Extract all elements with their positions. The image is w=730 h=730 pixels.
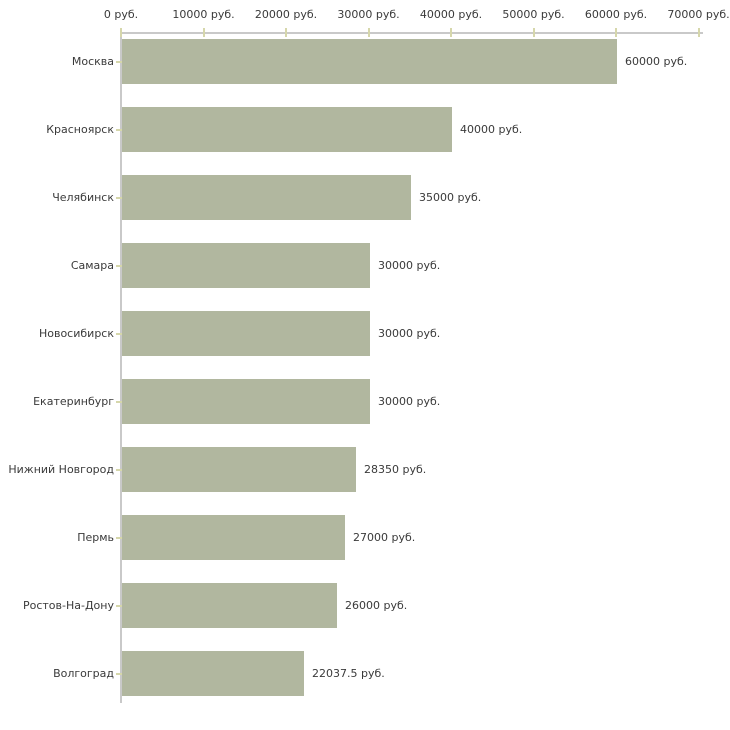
category-tick-mark	[116, 128, 122, 131]
value-label: 60000 руб.	[625, 54, 688, 68]
x-axis-tick-label: 0 руб.	[103, 8, 139, 21]
x-axis-tick-mark	[450, 28, 452, 37]
category-label: Ростов-На-Дону	[22, 598, 114, 612]
value-label: 30000 руб.	[378, 394, 441, 408]
bar	[122, 175, 411, 220]
x-axis-tick-label: 50000 руб.	[502, 8, 565, 21]
bar	[122, 107, 452, 152]
x-axis-tick-mark	[120, 28, 122, 37]
category-tick-mark	[116, 332, 122, 335]
x-axis-tick-label: 60000 руб.	[584, 8, 648, 21]
category-tick-mark	[116, 604, 122, 607]
category-label: Москва	[71, 54, 114, 68]
x-axis-tick-mark	[202, 28, 205, 37]
category-tick-mark	[116, 196, 122, 199]
x-axis-tick-label: 30000 руб.	[337, 8, 400, 21]
category-label: Красноярск	[46, 122, 114, 136]
bar	[122, 379, 370, 424]
x-axis-tick-mark	[697, 28, 700, 37]
bar	[122, 515, 345, 560]
x-axis-tick-mark	[615, 28, 617, 37]
x-axis-tick-label: 40000 руб.	[419, 8, 483, 21]
category-label: Волгоград	[53, 666, 114, 680]
x-axis-tick-mark	[285, 28, 287, 37]
x-axis-tick-mark	[367, 28, 370, 37]
category-label: Самара	[70, 258, 114, 272]
x-axis-tick-label: 10000 руб.	[172, 8, 235, 21]
value-label: 22037.5 руб.	[312, 666, 385, 680]
value-label: 28350 руб.	[364, 462, 427, 476]
x-axis-tick-mark	[532, 28, 535, 37]
value-label: 26000 руб.	[345, 598, 408, 612]
value-label: 30000 руб.	[378, 258, 441, 272]
category-tick-mark	[116, 60, 122, 63]
category-label: Пермь	[77, 530, 114, 544]
bar	[122, 651, 304, 696]
bar	[122, 39, 617, 84]
x-axis-tick-label: 20000 руб.	[254, 8, 318, 21]
category-tick-mark	[116, 400, 122, 403]
bar	[122, 243, 370, 288]
value-label: 27000 руб.	[353, 530, 416, 544]
category-label: Нижний Новгород	[8, 462, 114, 476]
x-axis-line	[121, 32, 703, 34]
category-tick-mark	[116, 468, 122, 471]
category-tick-mark	[116, 672, 122, 675]
value-label: 40000 руб.	[460, 122, 523, 136]
category-tick-mark	[116, 536, 122, 539]
category-label: Екатеринбург	[33, 394, 114, 408]
value-label: 30000 руб.	[378, 326, 441, 340]
bar	[122, 447, 356, 492]
category-label: Новосибирск	[38, 326, 114, 340]
category-label: Челябинск	[52, 190, 114, 204]
x-axis-tick-label: 70000 руб.	[667, 8, 730, 21]
y-axis-line	[120, 32, 122, 703]
bar	[122, 311, 370, 356]
category-tick-mark	[116, 264, 122, 267]
bar	[122, 583, 337, 628]
value-label: 35000 руб.	[419, 190, 482, 204]
